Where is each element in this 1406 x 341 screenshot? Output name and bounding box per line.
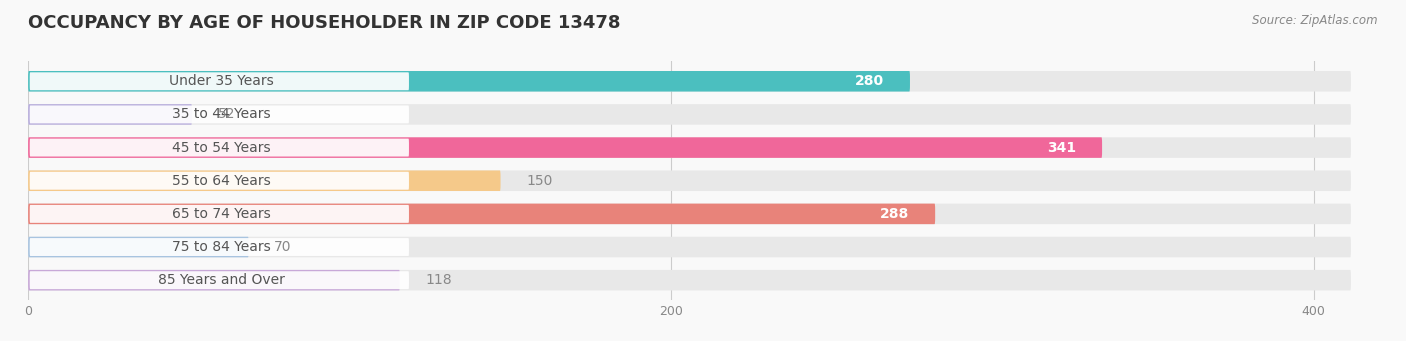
FancyBboxPatch shape [28, 137, 1351, 158]
FancyBboxPatch shape [28, 270, 1351, 291]
FancyBboxPatch shape [28, 104, 191, 125]
Text: 150: 150 [526, 174, 553, 188]
Text: 85 Years and Over: 85 Years and Over [157, 273, 284, 287]
FancyBboxPatch shape [28, 204, 1351, 224]
FancyBboxPatch shape [28, 170, 1351, 191]
Text: 70: 70 [274, 240, 292, 254]
Text: 75 to 84 Years: 75 to 84 Years [172, 240, 270, 254]
FancyBboxPatch shape [30, 271, 409, 289]
Text: 65 to 74 Years: 65 to 74 Years [172, 207, 270, 221]
Text: OCCUPANCY BY AGE OF HOUSEHOLDER IN ZIP CODE 13478: OCCUPANCY BY AGE OF HOUSEHOLDER IN ZIP C… [28, 14, 620, 32]
FancyBboxPatch shape [28, 71, 1351, 91]
FancyBboxPatch shape [28, 237, 249, 257]
Text: 280: 280 [855, 74, 884, 88]
FancyBboxPatch shape [28, 270, 399, 291]
Text: Source: ZipAtlas.com: Source: ZipAtlas.com [1253, 14, 1378, 27]
FancyBboxPatch shape [28, 104, 1351, 125]
Text: 118: 118 [426, 273, 453, 287]
FancyBboxPatch shape [28, 237, 1351, 257]
FancyBboxPatch shape [30, 72, 409, 90]
FancyBboxPatch shape [30, 139, 409, 157]
FancyBboxPatch shape [30, 105, 409, 123]
FancyBboxPatch shape [28, 204, 935, 224]
FancyBboxPatch shape [28, 170, 501, 191]
FancyBboxPatch shape [30, 205, 409, 223]
FancyBboxPatch shape [30, 238, 409, 256]
FancyBboxPatch shape [28, 137, 1102, 158]
Text: 45 to 54 Years: 45 to 54 Years [172, 140, 270, 154]
Text: 288: 288 [880, 207, 910, 221]
FancyBboxPatch shape [30, 172, 409, 190]
Text: 341: 341 [1047, 140, 1077, 154]
Text: 52: 52 [218, 107, 235, 121]
FancyBboxPatch shape [28, 71, 910, 91]
Text: 35 to 44 Years: 35 to 44 Years [172, 107, 270, 121]
Text: 55 to 64 Years: 55 to 64 Years [172, 174, 270, 188]
Text: Under 35 Years: Under 35 Years [169, 74, 273, 88]
